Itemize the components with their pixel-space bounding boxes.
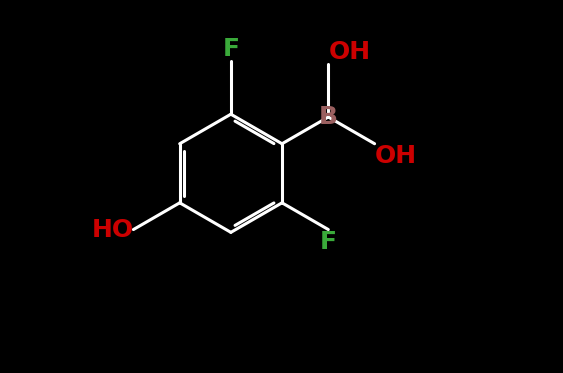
- Text: HO: HO: [91, 217, 133, 242]
- Text: OH: OH: [374, 144, 417, 168]
- Text: F: F: [320, 229, 337, 254]
- Text: OH: OH: [328, 40, 370, 63]
- Text: F: F: [222, 37, 239, 61]
- Text: B: B: [319, 105, 338, 129]
